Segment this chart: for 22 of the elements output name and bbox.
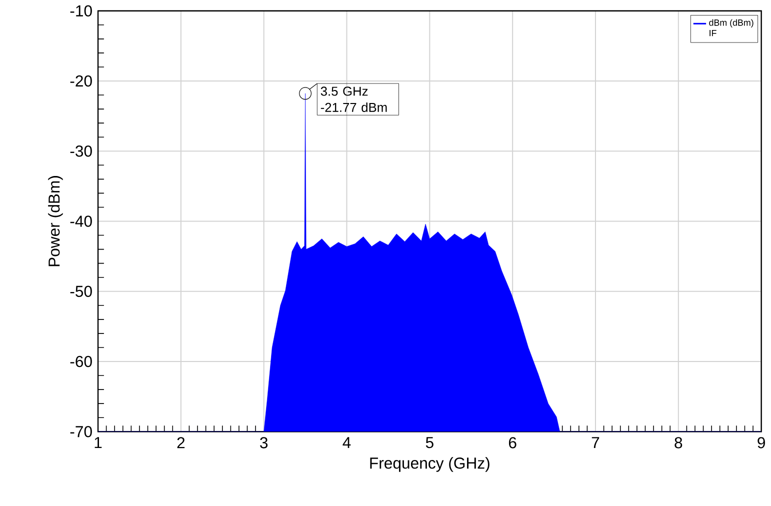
x-axis-title: Frequency (GHz) xyxy=(370,457,490,472)
y-tick-label: -40 xyxy=(70,216,92,227)
y-tick-label: -60 xyxy=(70,356,92,368)
y-tick-label: -50 xyxy=(70,286,92,298)
y-tick-label: -70 xyxy=(70,426,92,438)
x-tick-label: 8 xyxy=(674,437,682,448)
x-tick-label: 2 xyxy=(177,437,185,448)
y-tick-label: -30 xyxy=(70,146,92,157)
annotation: -21.77 dBm xyxy=(320,102,387,112)
x-tick-label: 7 xyxy=(592,437,600,448)
x-tick-label: 4 xyxy=(342,437,351,448)
x-tick-label: 6 xyxy=(508,437,516,448)
x-tick-label: 1 xyxy=(94,437,102,448)
legend-label: dBm (dBm) xyxy=(709,19,754,28)
y-axis-title: Power (dBm) xyxy=(48,176,63,266)
y-tick-label: -10 xyxy=(70,5,92,17)
y-tick-label: -20 xyxy=(70,75,92,87)
x-tick-label: 5 xyxy=(426,437,434,448)
x-tick-label: 3 xyxy=(260,437,268,448)
legend-title: IF xyxy=(710,30,716,36)
x-tick-label: 9 xyxy=(758,437,765,448)
annotation: 3.5 GHz xyxy=(320,86,368,96)
